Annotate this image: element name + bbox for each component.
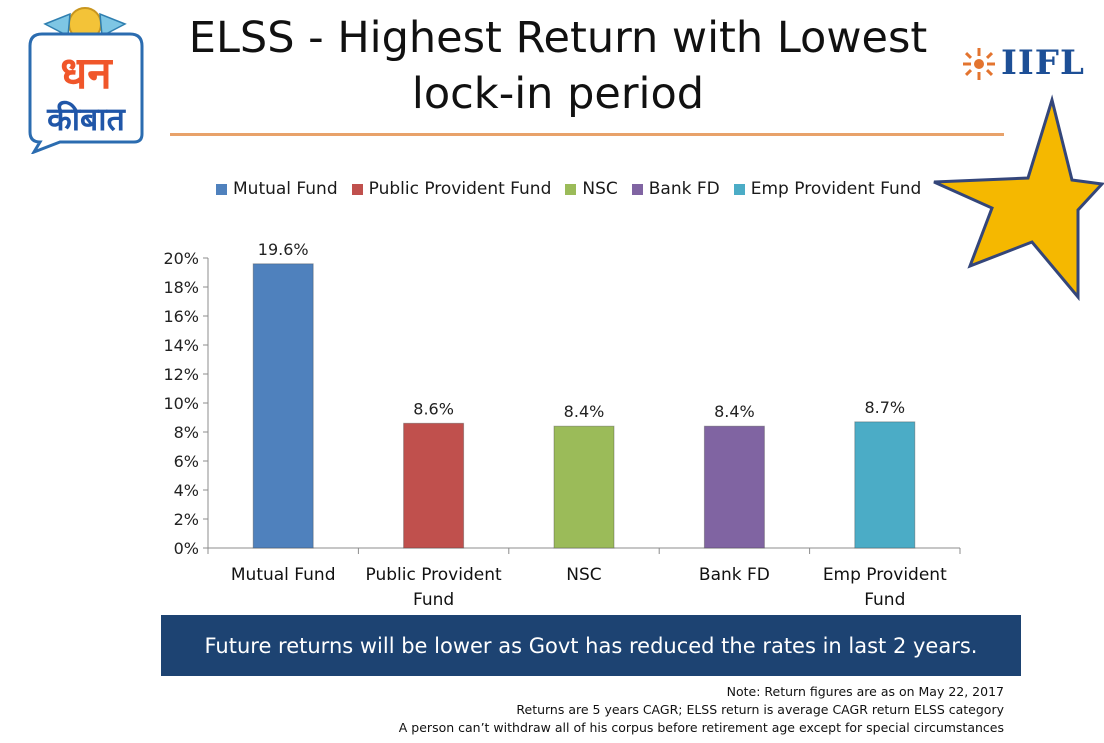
y-tick-label: 4% bbox=[174, 481, 199, 500]
y-tick-label: 2% bbox=[174, 510, 199, 529]
page-title-line-1: ELSS - Highest Return with Lowest bbox=[188, 13, 928, 63]
chart-legend: Mutual Fund Public Provident Fund NSC Bank … bbox=[216, 178, 921, 200]
x-tick-label: Fund bbox=[864, 590, 905, 610]
x-tick-label: Fund bbox=[413, 590, 454, 610]
footnote-1: Note: Return figures are as on May 22, 2… bbox=[726, 684, 1004, 699]
iifl-wordmark: IIFL bbox=[1001, 43, 1085, 83]
y-tick-label: 14% bbox=[163, 336, 199, 355]
legend-swatch bbox=[733, 183, 745, 195]
bar bbox=[553, 425, 615, 549]
data-label: 8.4% bbox=[714, 402, 755, 421]
x-tick-label: Mutual Fund bbox=[231, 565, 336, 585]
footnotes: Note: Return figures are as on May 22, 2… bbox=[399, 683, 1004, 737]
data-label: 8.6% bbox=[413, 399, 454, 418]
bar bbox=[252, 263, 314, 549]
y-tick-label: 16% bbox=[163, 307, 199, 326]
footnote-3: A person can’t withdraw all of his corpu… bbox=[398, 720, 1004, 735]
y-tick-label: 20% bbox=[163, 249, 199, 268]
logo-word-ki-baat: कीबात bbox=[46, 100, 126, 138]
legend-label: NSC bbox=[582, 179, 618, 199]
legend-swatch bbox=[216, 183, 227, 195]
future-returns-banner: Future returns will be lower as Govt has… bbox=[161, 615, 1021, 676]
y-tick-label: 18% bbox=[163, 278, 199, 297]
x-tick-label: Public Provident bbox=[366, 565, 502, 585]
x-tick-label: NSC bbox=[566, 565, 601, 585]
data-label: 8.4% bbox=[564, 402, 605, 421]
dhan-ki-baat-logo: धन कीबात bbox=[10, 6, 160, 155]
data-label: 19.6% bbox=[258, 240, 309, 259]
legend-swatch bbox=[565, 183, 577, 195]
y-tick-label: 6% bbox=[174, 452, 199, 471]
footnote-2: Returns are 5 years CAGR; ELSS return is… bbox=[516, 702, 1004, 717]
title-underline bbox=[170, 133, 1004, 136]
page-title-line-2: lock-in period bbox=[411, 69, 705, 119]
star-icon bbox=[933, 94, 1104, 302]
bar bbox=[854, 421, 916, 549]
bar bbox=[403, 422, 465, 549]
legend-label: Mutual Fund bbox=[233, 179, 338, 199]
legend-item: Bank FD bbox=[631, 178, 720, 200]
logo-word-dhan: धन bbox=[60, 48, 113, 99]
returns-bar-chart: 0% 2% 4% 6% 8% 10% 12% 14% 16% 18% 20% 19.6% Mutual … bbox=[163, 240, 961, 610]
legend-item: Emp Provident Fund bbox=[733, 178, 922, 200]
legend-label: Public Provident Fund bbox=[368, 179, 552, 199]
iifl-logo: IIFL bbox=[957, 43, 1103, 84]
data-label: 8.7% bbox=[864, 398, 905, 417]
x-tick-label: Emp Provident bbox=[823, 565, 947, 585]
y-tick-label: 0% bbox=[174, 539, 199, 558]
bar bbox=[703, 425, 765, 549]
page-title: ELSS - Highest Return with Lowest lock-i… bbox=[158, 10, 958, 122]
legend-item: Mutual Fund bbox=[216, 178, 338, 200]
y-tick-label: 12% bbox=[163, 365, 199, 384]
banner-text: Future returns will be lower as Govt has… bbox=[204, 633, 978, 658]
y-tick-label: 8% bbox=[174, 423, 199, 442]
legend-swatch bbox=[631, 183, 643, 195]
iifl-emblem-icon bbox=[963, 48, 995, 80]
legend-label: Emp Provident Fund bbox=[750, 179, 922, 199]
x-tick-label: Bank FD bbox=[699, 565, 770, 585]
legend-swatch bbox=[351, 183, 363, 195]
y-tick-label: 10% bbox=[163, 394, 199, 413]
legend-label: Bank FD bbox=[648, 179, 720, 199]
legend-item: Public Provident Fund bbox=[351, 178, 552, 200]
legend-item: NSC bbox=[565, 178, 618, 200]
